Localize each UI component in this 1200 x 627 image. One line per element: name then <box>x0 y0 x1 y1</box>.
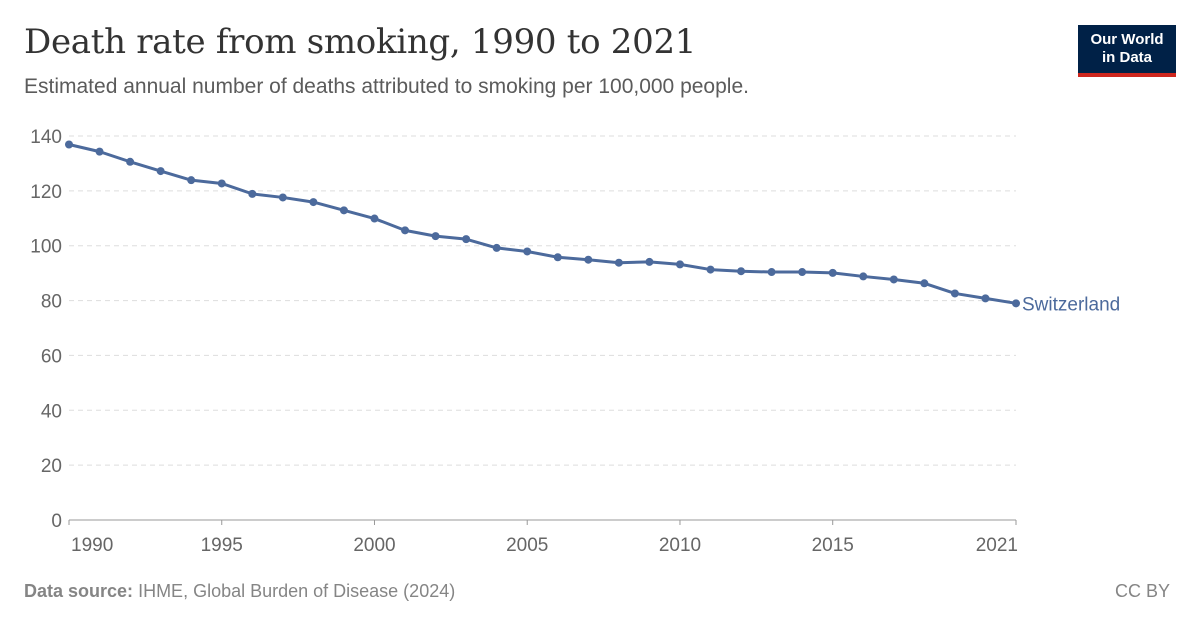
data-point <box>248 189 257 198</box>
data-point <box>859 272 868 281</box>
y-tick-label: 80 <box>41 292 62 313</box>
series-line <box>68 143 1017 305</box>
chart-subtitle: Estimated annual number of deaths attrib… <box>24 75 749 98</box>
logo-accent-bar <box>1078 73 1176 77</box>
data-point <box>889 275 898 284</box>
y-tick-label: 20 <box>41 456 62 477</box>
y-tick-label: 40 <box>41 401 62 422</box>
y-tick-label: 100 <box>30 237 62 258</box>
data-point <box>126 157 135 166</box>
y-tick-label: 140 <box>30 127 62 148</box>
data-point <box>645 257 654 266</box>
series-label: Switzerland <box>1022 294 1120 315</box>
x-tick-label: 2021 <box>976 535 1018 556</box>
license-link[interactable]: CC BY <box>1114 581 1170 601</box>
data-point <box>401 226 410 235</box>
logo-line-1: Our World <box>1090 31 1164 48</box>
data-point <box>65 140 73 149</box>
y-tick-label: 0 <box>51 511 62 532</box>
y-tick-label: 120 <box>30 182 62 203</box>
data-source: Data source: IHME, Global Burden of Dise… <box>24 581 455 602</box>
x-tick-label: 2015 <box>812 535 854 556</box>
data-source-text[interactable]: IHME, Global Burden of Disease (2024) <box>138 581 456 601</box>
data-point <box>553 253 562 262</box>
data-point <box>1012 299 1020 308</box>
data-source-label: Data source: <box>24 581 134 601</box>
data-point <box>798 268 807 277</box>
data-point <box>278 193 287 202</box>
data-point <box>706 265 715 274</box>
x-tick-label: 2010 <box>659 535 701 556</box>
data-point <box>309 198 318 207</box>
data-point <box>981 294 990 303</box>
data-point <box>492 243 501 252</box>
data-point <box>339 206 348 215</box>
data-point <box>95 147 104 156</box>
data-point <box>584 255 593 264</box>
chart-title: Death rate from smoking, 1990 to 2021 <box>24 22 697 62</box>
data-point <box>675 260 684 269</box>
data-point <box>920 279 929 288</box>
data-point <box>614 258 623 267</box>
data-point <box>767 268 776 277</box>
data-point <box>217 179 226 188</box>
logo-line-2: in Data <box>1101 49 1152 66</box>
x-tick-label: 2005 <box>506 535 548 556</box>
data-point <box>828 268 837 277</box>
data-point <box>950 289 959 298</box>
data-point <box>187 176 196 185</box>
data-point <box>431 232 440 241</box>
data-point <box>156 167 165 176</box>
x-tick-label: 2000 <box>353 535 395 556</box>
data-point <box>737 267 746 276</box>
data-point <box>370 214 379 223</box>
y-tick-label: 60 <box>41 346 62 367</box>
data-point <box>523 247 532 256</box>
x-tick-label: 1990 <box>71 535 113 556</box>
owid-logo[interactable]: Our World in Data <box>1078 25 1176 77</box>
x-tick-label: 1995 <box>201 535 243 556</box>
data-point <box>462 235 471 244</box>
